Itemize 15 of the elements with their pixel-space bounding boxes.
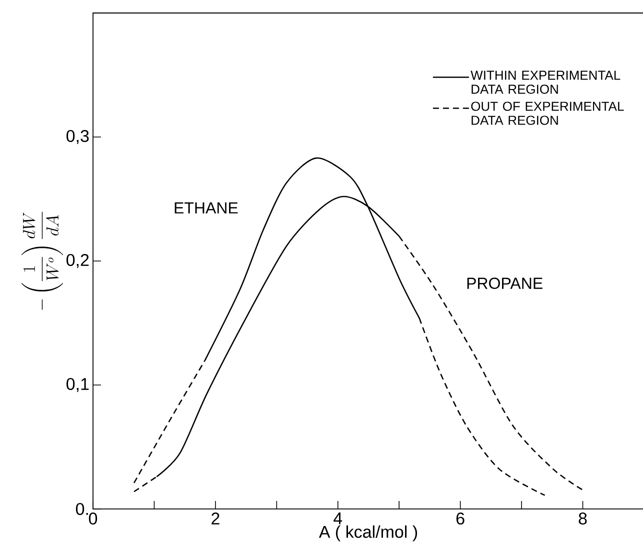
x-axis-title: A ( kcal/mol ) <box>318 525 418 542</box>
y-tick-label: 0,3 <box>66 130 89 144</box>
y-axis-title: $-\left(\frac{1}{W^{o}}\right)\frac{dW}{dA}$ <box>22 212 63 310</box>
x-tick-label: 6 <box>456 512 464 525</box>
legend-label: OUT OF EXPERIMENTAL DATA REGION <box>471 102 624 125</box>
x-tick-label: 2 <box>212 512 220 524</box>
y-tick-label: 0,1 <box>66 378 89 392</box>
y-tick-label: 0,2 <box>66 254 89 268</box>
legend-label: WITHIN EXPERIMENTAL DATA REGION <box>470 70 620 94</box>
y-tick-label: 0. <box>76 502 88 516</box>
x-tick-label: 4 <box>334 512 342 524</box>
annotation: PROPANE <box>467 278 542 289</box>
x-tick-label: 0 <box>88 512 98 525</box>
annotation: ETHANE <box>174 202 238 214</box>
x-tick-label: 8 <box>578 512 587 525</box>
